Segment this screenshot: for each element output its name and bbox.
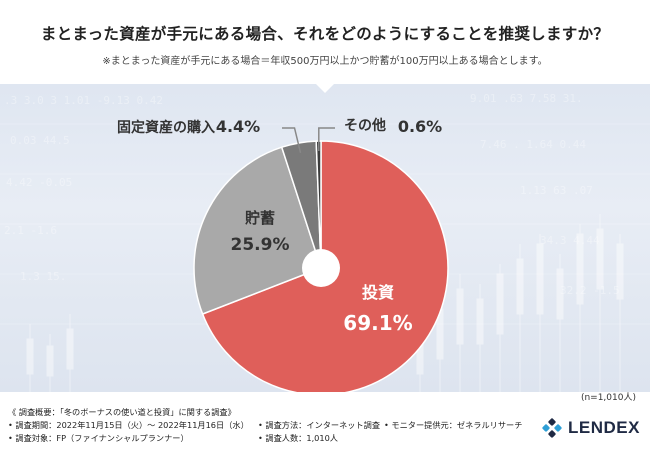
donut-hole [302,249,340,287]
svg-text:.3 3.0 3 1.01 -9.13 0.42: .3 3.0 3 1.01 -9.13 0.42 [4,94,163,107]
svg-text:1.3 15.: 1.3 15. [20,270,66,283]
header-notch [316,84,334,93]
svg-text:34.3 4.44: 34.3 4.44 [540,234,600,247]
label-investment-name: 投資 [362,283,394,302]
svg-text:0.03 44.5: 0.03 44.5 [10,134,70,147]
survey-method: • 調査方法：インターネット調査 [258,420,381,430]
survey-title: 《 調査概要：「冬のボーナスの使い道と投資」に関する調査》 [8,407,236,417]
label-savings-value: 25.9% [231,235,290,255]
survey-row-2: • 調査対象：FP（ファイナンシャルプランナー） • 調査人数：1,010人 [8,432,522,445]
svg-text:7.46 . 1.64 0.44: 7.46 . 1.64 0.44 [480,138,586,151]
survey-summary: 《 調査概要：「冬のボーナスの使い道と投資」に関する調査》 • 調査期間：202… [8,406,522,445]
label-fixed-assets-name: 固定資産の購入 [117,119,215,136]
leader-line-fixed-assets [282,127,302,153]
lendex-logo: LENDEX [542,418,640,438]
survey-period: • 調査期間：2022年11月15日（火）～ 2022年11月16日（水） [8,420,249,430]
sample-size: (n=1,010人) [580,393,636,403]
chart-title: まとまった資産が手元にある場合、それをどのようにすることを推奨しますか？ [40,25,610,43]
survey-target: • 調査対象：FP（ファイナンシャルプランナー） [8,433,189,443]
svg-text:32.2 -1.5: 32.2 -1.5 [560,284,620,297]
slice-savings [193,146,322,315]
label-other-name: その他 [344,117,386,134]
survey-row-1: • 調査期間：2022年11月15日（火）～ 2022年11月16日（水） • 調… [8,419,522,432]
svg-text:2.1 -1.6: 2.1 -1.6 [4,224,57,237]
svg-text:4.42 -0.05: 4.42 -0.05 [6,176,72,189]
chart-note: ※まとまった資産が手元にある場合＝年収500万円以上かつ貯蓄が100万円以上ある… [102,56,548,67]
label-other-value: 0.6% [398,117,442,136]
survey-provider: • モニター提供元：ゼネラルリサーチ [384,420,523,430]
lendex-logo-icon [542,418,562,438]
lendex-logo-text: LENDEX [568,418,640,437]
survey-count: • 調査人数：1,010人 [258,433,338,443]
stock-ticker-background-decoration: .3 3.0 3 1.01 -9.13 0.42 9.01 .63 7.58 3… [0,92,650,392]
leader-line-other [318,127,335,152]
svg-text:1.13 63 .07: 1.13 63 .07 [520,184,593,197]
svg-text:9.01 .63 7.58 31.: 9.01 .63 7.58 31. [470,92,583,105]
label-investment-value: 69.1% [343,311,412,335]
label-fixed-assets-value: 4.4% [216,117,260,136]
donut-chart: 投資 69.1% 貯蓄 25.9% 固定資産の購入 4.4% その他 0.6% [117,117,449,392]
label-savings-name: 貯蓄 [245,209,275,227]
